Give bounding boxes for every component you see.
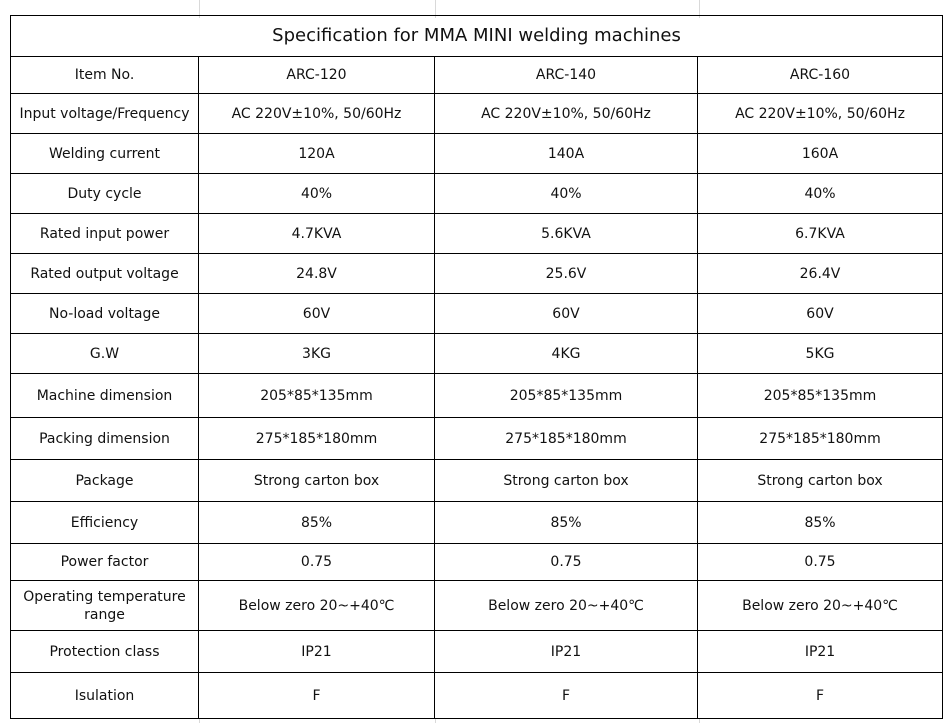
row-value: 5KG <box>696 333 944 374</box>
row-value: 40% <box>434 173 698 214</box>
model-cell: ARC-120 <box>198 56 435 94</box>
row-value: 4.7KVA <box>198 213 435 254</box>
table-row: Isulation F F F <box>10 672 944 719</box>
row-value: 85% <box>696 501 944 544</box>
gridline-top-2 <box>435 0 436 18</box>
row-value: IP21 <box>696 630 944 673</box>
table-row: Efficiency 85% 85% 85% <box>10 501 944 544</box>
row-value: Below zero 20~+40℃ <box>434 580 698 631</box>
row-value: 5.6KVA <box>434 213 698 254</box>
row-value: 275*185*180mm <box>434 417 698 460</box>
row-value: 6.7KVA <box>696 213 944 254</box>
row-label: Operating temperature range <box>10 580 199 631</box>
table-title: Specification for MMA MINI welding machi… <box>9 15 944 57</box>
row-value: 120A <box>198 133 435 174</box>
model-cell: ARC-160 <box>696 56 944 94</box>
row-value: IP21 <box>434 630 698 673</box>
row-value: 140A <box>434 133 698 174</box>
table-row: Input voltage/Frequency AC 220V±10%, 50/… <box>10 93 944 134</box>
row-label: Rated output voltage <box>10 253 199 294</box>
header-label: Item No. <box>10 56 199 94</box>
row-value: IP21 <box>198 630 435 673</box>
row-value: 0.75 <box>198 543 435 581</box>
row-label: Isulation <box>10 672 199 719</box>
header-row: Item No. ARC-120 ARC-140 ARC-160 <box>10 56 944 94</box>
row-label: Machine dimension <box>10 373 199 418</box>
spec-table: Specification for MMA MINI welding machi… <box>9 15 944 719</box>
row-value: 275*185*180mm <box>198 417 435 460</box>
gridline-bottom-3 <box>699 718 700 723</box>
row-value: 4KG <box>434 333 698 374</box>
row-value: 0.75 <box>696 543 944 581</box>
row-value: Below zero 20~+40℃ <box>198 580 435 631</box>
row-value: 0.75 <box>434 543 698 581</box>
row-value: F <box>696 672 944 719</box>
table-row: Rated output voltage 24.8V 25.6V 26.4V <box>10 253 944 294</box>
row-value: 205*85*135mm <box>198 373 435 418</box>
row-value: AC 220V±10%, 50/60Hz <box>434 93 698 134</box>
row-label: G.W <box>10 333 199 374</box>
row-value: 275*185*180mm <box>696 417 944 460</box>
row-label: Protection class <box>10 630 199 673</box>
row-label: Welding current <box>10 133 199 174</box>
table-row: Operating temperature range Below zero 2… <box>10 580 944 631</box>
row-label: Duty cycle <box>10 173 199 214</box>
row-value: 60V <box>434 293 698 334</box>
table-row: Duty cycle 40% 40% 40% <box>10 173 944 214</box>
table-row: Protection class IP21 IP21 IP21 <box>10 630 944 673</box>
row-value: F <box>198 672 435 719</box>
row-label: Package <box>10 459 199 502</box>
table-row: Power factor 0.75 0.75 0.75 <box>10 543 944 581</box>
row-value: 160A <box>696 133 944 174</box>
gridline-top-1 <box>199 0 200 18</box>
row-value: Strong carton box <box>696 459 944 502</box>
row-label: Rated input power <box>10 213 199 254</box>
row-value: 85% <box>434 501 698 544</box>
row-label: No-load voltage <box>10 293 199 334</box>
row-value: AC 220V±10%, 50/60Hz <box>696 93 944 134</box>
table-row: Packing dimension 275*185*180mm 275*185*… <box>10 417 944 460</box>
row-label: Input voltage/Frequency <box>10 93 199 134</box>
row-label: Power factor <box>10 543 199 581</box>
table-row: Package Strong carton box Strong carton … <box>10 459 944 502</box>
row-value: 60V <box>198 293 435 334</box>
row-value: Strong carton box <box>434 459 698 502</box>
model-cell: ARC-140 <box>434 56 698 94</box>
gridline-bottom-2 <box>435 718 436 723</box>
row-value: 60V <box>696 293 944 334</box>
row-value: 24.8V <box>198 253 435 294</box>
gridline-bottom-1 <box>199 718 200 723</box>
table-row: Welding current 120A 140A 160A <box>10 133 944 174</box>
table-row: G.W 3KG 4KG 5KG <box>10 333 944 374</box>
row-value: 40% <box>696 173 944 214</box>
row-value: F <box>434 672 698 719</box>
table-row: No-load voltage 60V 60V 60V <box>10 293 944 334</box>
row-value: Below zero 20~+40℃ <box>696 580 944 631</box>
row-value: 85% <box>198 501 435 544</box>
row-label: Efficiency <box>10 501 199 544</box>
row-value: 25.6V <box>434 253 698 294</box>
table-row: Rated input power 4.7KVA 5.6KVA 6.7KVA <box>10 213 944 254</box>
table-row: Machine dimension 205*85*135mm 205*85*13… <box>10 373 944 418</box>
row-label: Packing dimension <box>10 417 199 460</box>
title-row: Specification for MMA MINI welding machi… <box>9 15 944 57</box>
row-value: 40% <box>198 173 435 214</box>
row-value: AC 220V±10%, 50/60Hz <box>198 93 435 134</box>
row-value: 205*85*135mm <box>434 373 698 418</box>
row-value: 26.4V <box>696 253 944 294</box>
gridline-top-3 <box>699 0 700 18</box>
row-value: Strong carton box <box>198 459 435 502</box>
row-value: 3KG <box>198 333 435 374</box>
row-value: 205*85*135mm <box>696 373 944 418</box>
